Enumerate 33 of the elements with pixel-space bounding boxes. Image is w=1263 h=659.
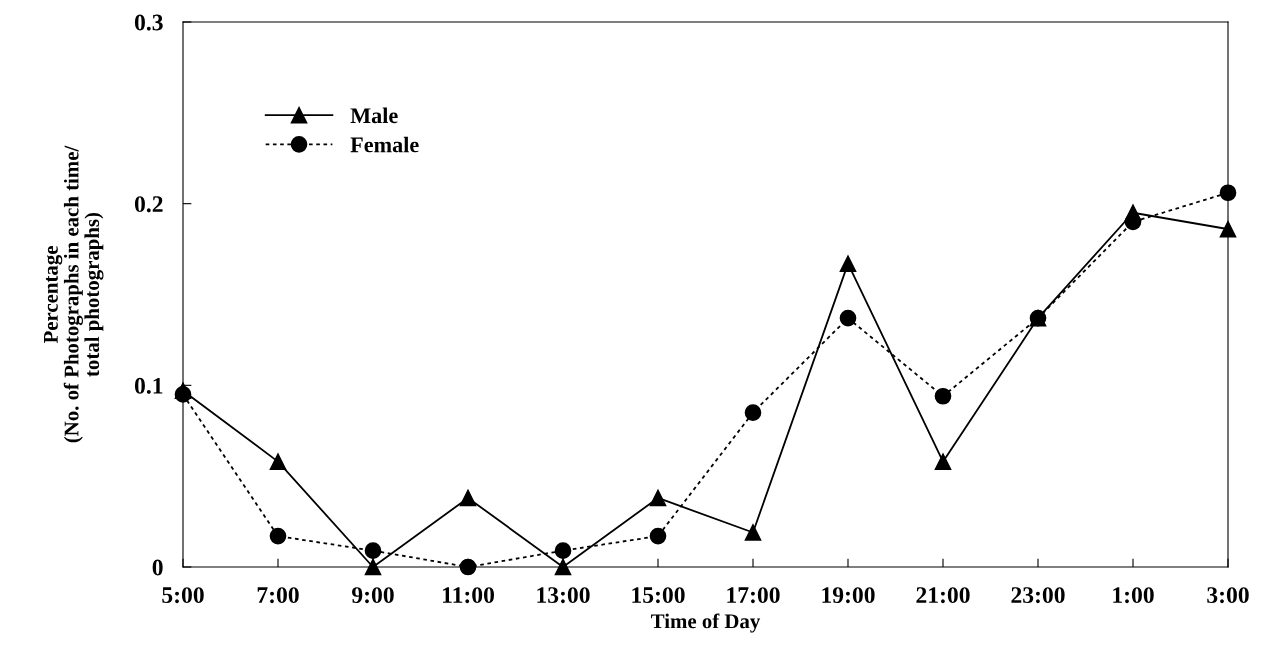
x-tick-label: 23:00: [1011, 587, 1065, 604]
point: [649, 489, 667, 507]
legend-label: Male: [350, 107, 398, 124]
x-tick-label: 5:00: [162, 587, 204, 604]
point: [744, 404, 762, 421]
x-tick-label: 7:00: [257, 587, 299, 604]
point: [459, 489, 477, 507]
point: [649, 527, 667, 545]
x-tick-label: 13:00: [537, 587, 590, 604]
point: [839, 309, 857, 327]
y-tick-label: 0: [152, 559, 163, 576]
x-tick-label: 11:00: [443, 587, 494, 604]
point: [364, 542, 382, 559]
x-tick-label: 3:00: [1207, 587, 1249, 604]
x-tick-label: 19:00: [822, 587, 875, 604]
point: [934, 453, 952, 470]
y-tick-label: 0.2: [134, 196, 163, 213]
point: [269, 453, 287, 470]
x-tick-label: 21:00: [916, 587, 970, 604]
point: [269, 527, 287, 545]
legend-label: Female: [350, 136, 419, 153]
x-tick-label: 15:00: [632, 587, 685, 604]
x-axis-title: Time of Day: [651, 613, 761, 633]
y-tick-label: 0.1: [134, 377, 163, 394]
x-tick-label: 17:00: [727, 587, 780, 604]
x-tick-label: 9:00: [352, 587, 394, 604]
point: [839, 255, 857, 272]
y-tick-label: 0.3: [134, 14, 163, 31]
x-tick-label: 1:00: [1113, 587, 1154, 604]
y-axis-title: Percentage (No. of Photographs in each time/ total photographs): [44, 145, 104, 443]
point: [554, 542, 572, 559]
point: [744, 524, 762, 541]
point: [934, 387, 952, 405]
